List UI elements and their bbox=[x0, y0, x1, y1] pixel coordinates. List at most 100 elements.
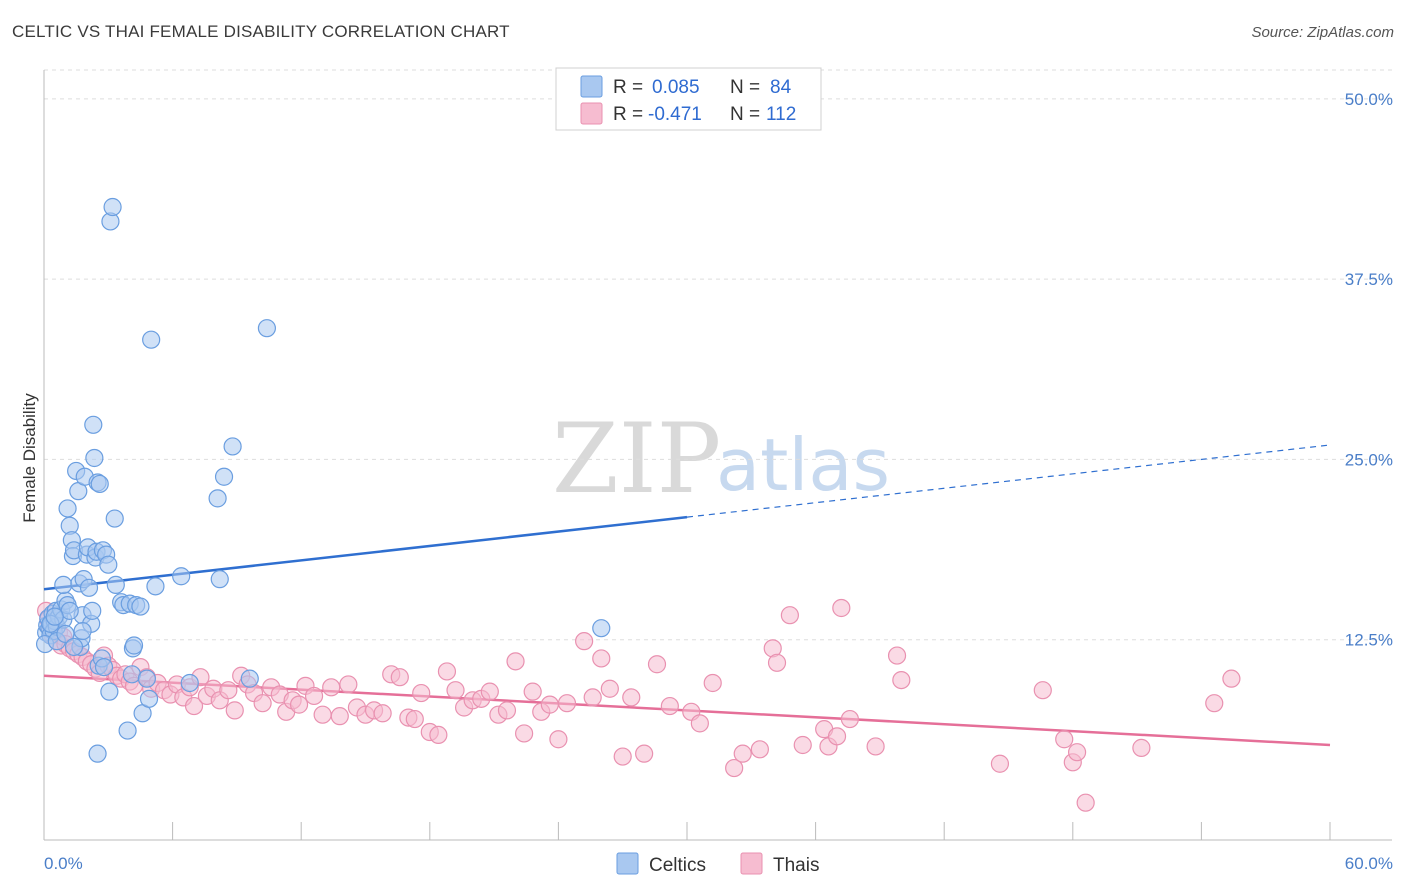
thais-point bbox=[304, 686, 324, 706]
source-label: Source: ZipAtlas.com bbox=[1251, 24, 1394, 41]
thais-point bbox=[780, 606, 799, 625]
legend-celtics-n-value: 84 bbox=[770, 77, 792, 98]
thais-point bbox=[1076, 793, 1095, 812]
celtics-point bbox=[214, 467, 234, 486]
thais-point bbox=[575, 632, 594, 651]
celtics-point bbox=[122, 665, 141, 684]
bottom-legend-celtics: Celtics bbox=[649, 855, 706, 876]
thais-point bbox=[583, 688, 602, 707]
celtics-point bbox=[131, 597, 150, 616]
thais-point bbox=[330, 707, 349, 726]
thais-point bbox=[840, 709, 859, 729]
thais-point bbox=[600, 679, 619, 698]
thais-point bbox=[887, 646, 907, 665]
thais-point bbox=[373, 704, 392, 723]
celtics-point bbox=[240, 669, 259, 688]
celtics-point bbox=[210, 570, 229, 589]
celtics-point bbox=[146, 577, 165, 596]
y-tick-label: 25.0% bbox=[1345, 450, 1393, 469]
legend-thais-n-label: N = bbox=[730, 104, 760, 125]
thais-point bbox=[540, 695, 559, 714]
bottom-legend-thais: Thais bbox=[773, 855, 819, 876]
celtics-trend-line bbox=[43, 515, 688, 591]
celtics-point bbox=[85, 448, 104, 468]
thais-point bbox=[622, 688, 641, 707]
celtics-point bbox=[56, 624, 75, 644]
celtics-point bbox=[180, 673, 199, 693]
thais-point bbox=[1132, 738, 1151, 757]
celtics-trend-extension bbox=[686, 444, 1331, 518]
thais-point bbox=[635, 744, 654, 763]
celtics-point bbox=[79, 578, 99, 597]
thais-point bbox=[866, 737, 885, 756]
correlation-legend: R = 0.085 N = 84 R = -0.471 N = 112 bbox=[555, 67, 822, 131]
celtics-point bbox=[172, 567, 191, 586]
celtics-point bbox=[257, 319, 277, 338]
watermark-atlas: atlas bbox=[716, 423, 890, 507]
axes: 12.5% 25.0% 37.5% 50.0% bbox=[43, 70, 1393, 841]
celtics-point bbox=[105, 509, 124, 528]
thais-point bbox=[549, 730, 568, 749]
thais-point bbox=[184, 696, 204, 716]
thais-point bbox=[1033, 681, 1052, 700]
thais-point bbox=[322, 678, 341, 697]
celtics-point bbox=[103, 197, 122, 217]
legend-swatch-thais bbox=[580, 102, 603, 125]
legend-thais-r-label: R = bbox=[613, 104, 643, 125]
legend-thais-n-value: 112 bbox=[766, 104, 796, 125]
celtics-point bbox=[139, 689, 159, 708]
thais-point bbox=[412, 683, 431, 703]
thais-point bbox=[506, 652, 525, 671]
thais-point bbox=[515, 724, 534, 743]
thais-point bbox=[647, 655, 667, 674]
thais-point bbox=[219, 681, 238, 700]
thais-point bbox=[725, 758, 744, 778]
thais-point bbox=[767, 653, 787, 672]
thais-point bbox=[832, 598, 851, 618]
celtics-point bbox=[118, 721, 137, 740]
thais-point bbox=[750, 740, 769, 759]
thais-point bbox=[523, 682, 542, 701]
celtics-point bbox=[90, 474, 109, 494]
thais-point bbox=[480, 682, 499, 701]
thais-point bbox=[690, 714, 709, 733]
celtics-point bbox=[73, 621, 92, 641]
thais-point bbox=[703, 673, 722, 693]
thais-point bbox=[793, 735, 812, 755]
thais-point bbox=[892, 670, 911, 690]
thais-point bbox=[437, 662, 457, 681]
chart-title: CELTIC VS THAI FEMALE DISABILITY CORRELA… bbox=[12, 22, 510, 41]
celtics-point bbox=[106, 575, 125, 595]
y-tick-label: 50.0% bbox=[1345, 90, 1393, 109]
celtics-point bbox=[137, 669, 156, 688]
thais-point bbox=[390, 668, 409, 687]
grid bbox=[44, 69, 1392, 641]
y-axis-label: Female Disability bbox=[20, 393, 39, 523]
thais-point bbox=[557, 694, 577, 713]
thais-point bbox=[1055, 730, 1074, 749]
thais-point bbox=[446, 681, 465, 700]
thais-point bbox=[225, 701, 244, 720]
bottom-legend-swatch-thais bbox=[740, 852, 763, 875]
celtics-point bbox=[94, 658, 114, 677]
celtics-point bbox=[54, 575, 73, 595]
thais-point bbox=[660, 696, 679, 716]
legend-thais-r-value: -0.471 bbox=[648, 104, 702, 125]
legend-celtics-r-label: R = bbox=[613, 77, 643, 98]
thais-point bbox=[253, 694, 272, 713]
thais-point bbox=[497, 701, 517, 720]
celtics-point bbox=[99, 555, 118, 574]
thais-point bbox=[1067, 743, 1087, 762]
celtics-point bbox=[142, 330, 161, 349]
celtics-point bbox=[223, 437, 242, 456]
thais-point bbox=[313, 705, 332, 724]
legend-celtics-r-value: 0.085 bbox=[652, 77, 700, 98]
thais-point bbox=[289, 695, 309, 714]
y-tick-label: 12.5% bbox=[1345, 631, 1393, 650]
legend-swatch-celtics bbox=[580, 75, 603, 98]
thais-point bbox=[339, 675, 358, 694]
celtics-point bbox=[100, 682, 119, 701]
thais-point bbox=[1205, 694, 1224, 713]
thais-point bbox=[405, 709, 424, 729]
